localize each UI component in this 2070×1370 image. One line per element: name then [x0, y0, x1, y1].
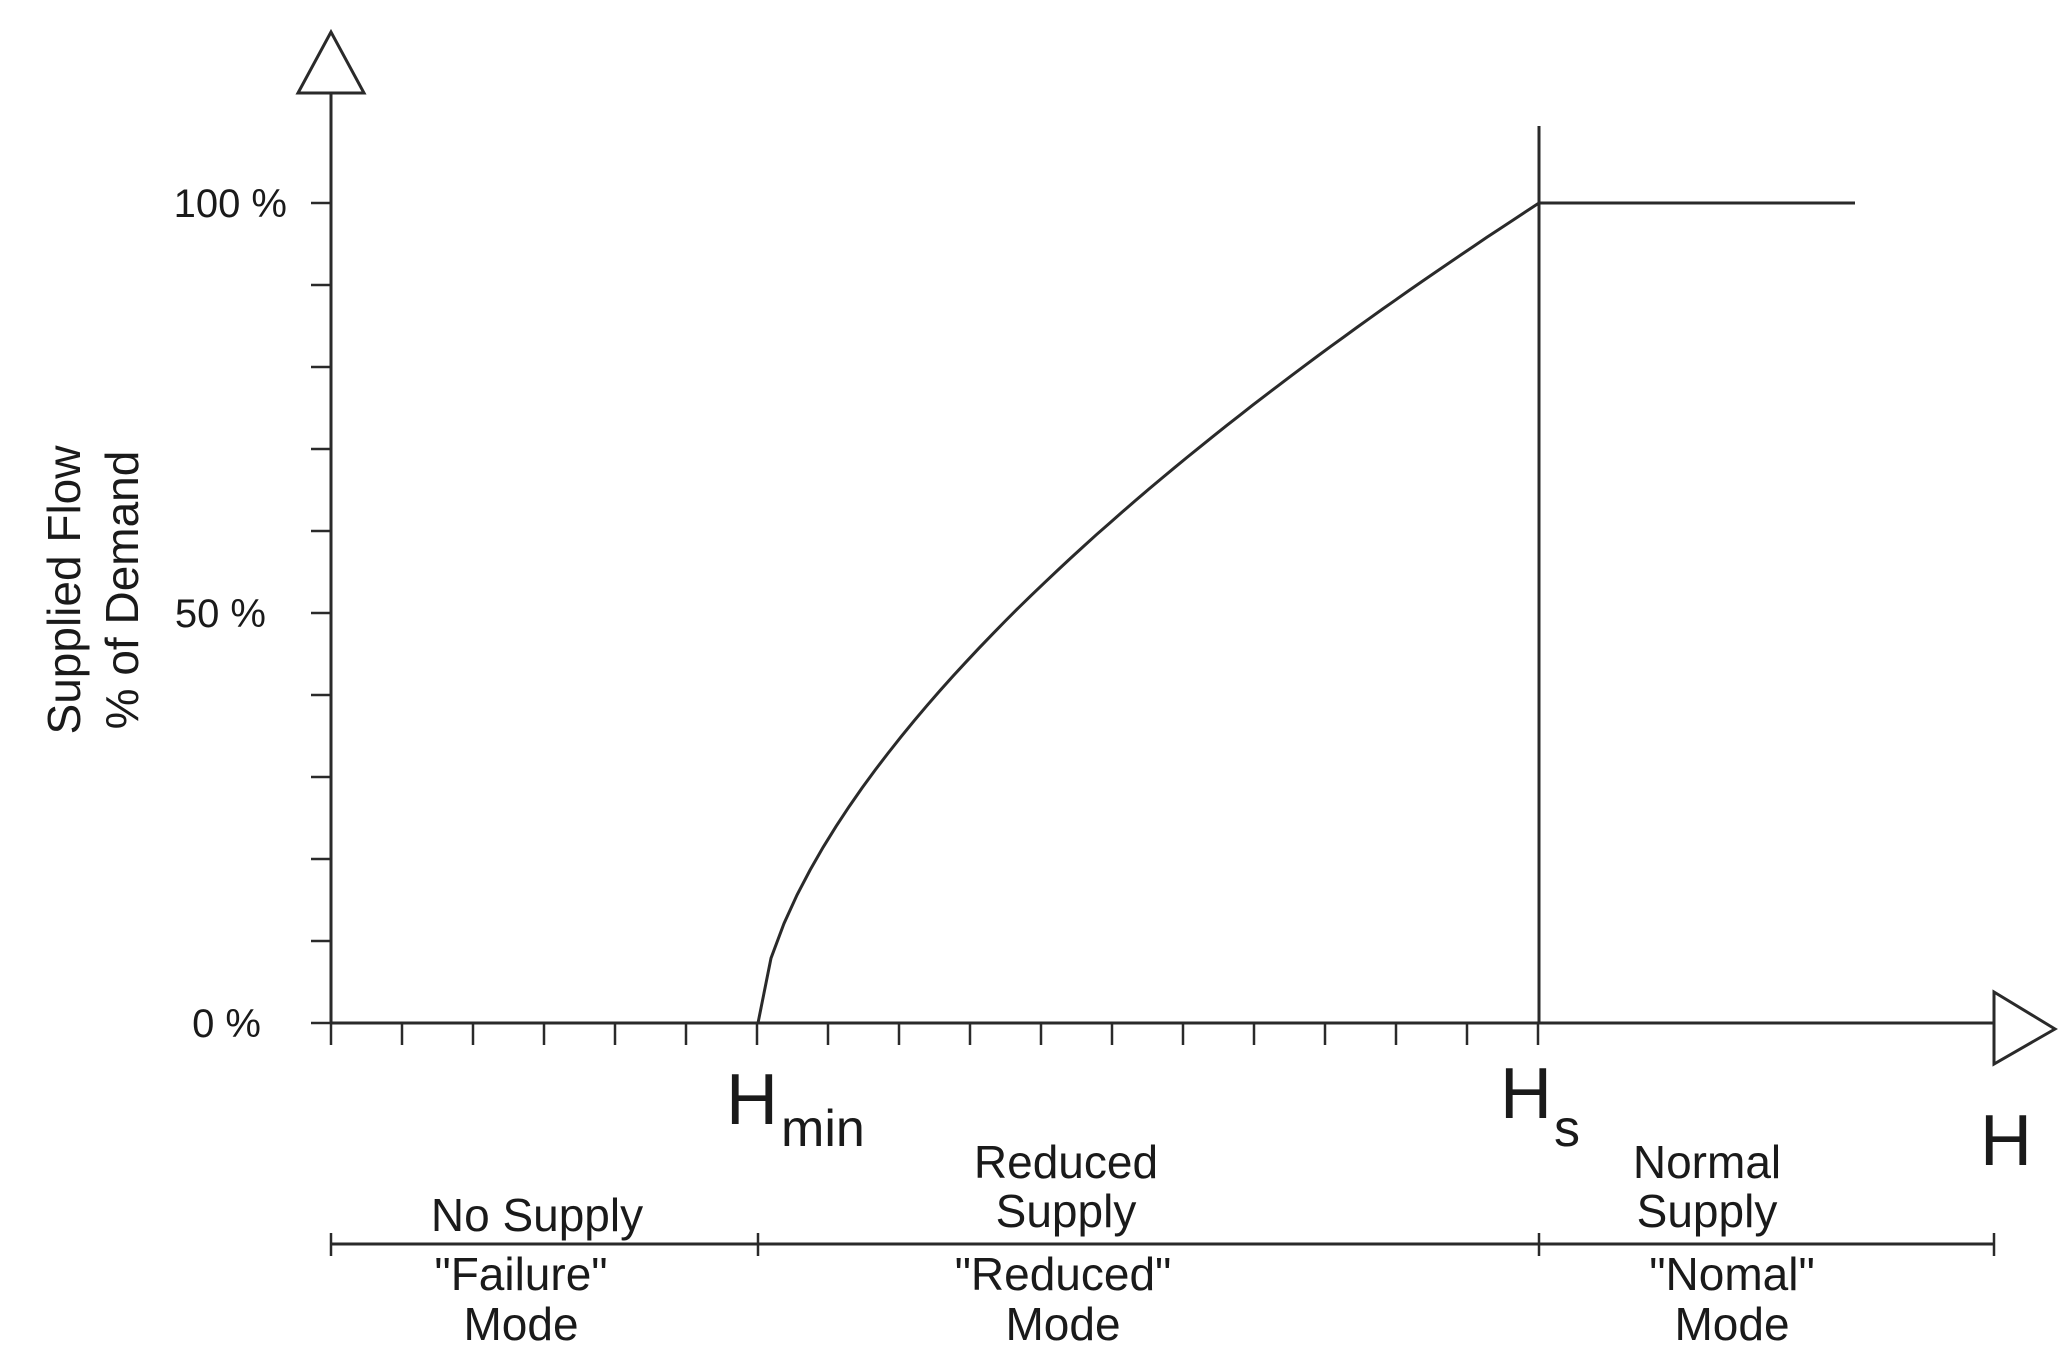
mode-label-normal-mode: Mode — [1674, 1298, 1789, 1350]
mode-label-failure: "Failure" — [434, 1248, 607, 1300]
zone-label-reduced-line-2: Supply — [996, 1185, 1137, 1237]
y-tick-label-100: 100 % — [174, 182, 287, 226]
zone-label-no-supply: No Supply — [431, 1189, 643, 1241]
mode-label-failure-mode: Mode — [463, 1298, 578, 1350]
y-tick-label-0: 0 % — [192, 1002, 261, 1046]
h-min-main: H — [726, 1060, 778, 1140]
mode-label-reduced: "Reduced" — [955, 1248, 1172, 1300]
h-axis-label: H — [1980, 1101, 2032, 1181]
h-s-label: Hs — [1500, 1054, 1580, 1158]
zone-label-normal-line-2: Supply — [1637, 1185, 1778, 1237]
h-s-main: H — [1500, 1054, 1552, 1134]
x-axis-ticks — [329, 1023, 1540, 1045]
h-s-subscript: s — [1554, 1100, 1580, 1158]
mode-label-normal: "Nomal" — [1649, 1248, 1815, 1300]
y-axis-label-line-2: % of Demand — [96, 451, 148, 730]
y-axis-ticks — [311, 201, 331, 1025]
h-min-label: Hmin — [726, 1060, 865, 1158]
y-axis-arrowhead — [295, 28, 367, 95]
zone-label-reduced-line-1: Reduced — [974, 1136, 1158, 1188]
h-min-subscript: min — [781, 1100, 865, 1158]
zone-label-normal-line-1: Normal — [1633, 1136, 1781, 1188]
x-axis-arrowhead — [1992, 989, 2058, 1067]
y-axis-label-line-1: Supplied Flow — [38, 445, 90, 735]
supplied-flow-curve — [756, 201, 1855, 1024]
mode-label-reduced-mode: Mode — [1005, 1298, 1120, 1350]
y-tick-label-50: 50 % — [175, 592, 266, 636]
